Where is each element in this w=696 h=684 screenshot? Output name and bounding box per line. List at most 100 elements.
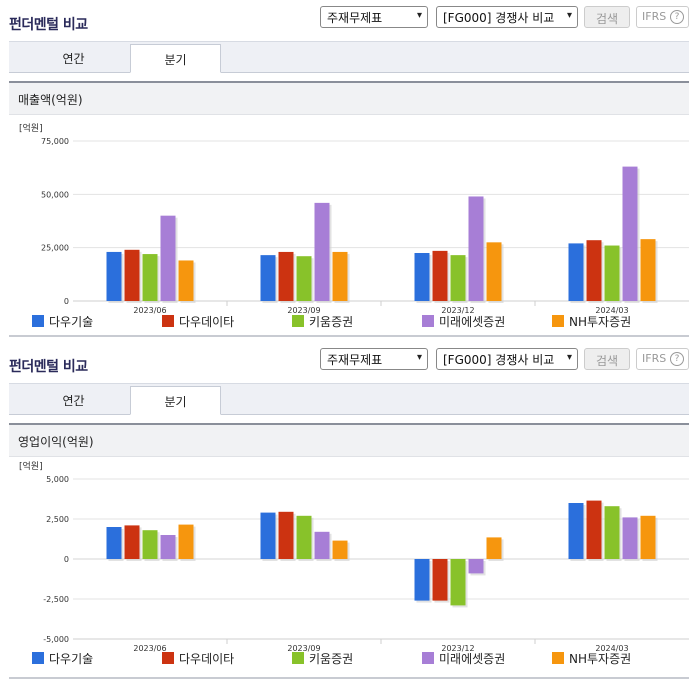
chevron-down-icon: ▾ (416, 352, 422, 363)
divider (9, 677, 689, 679)
bar (604, 506, 620, 559)
ifrs-button[interactable]: IFRS ? (636, 6, 689, 28)
help-icon[interactable]: ? (670, 10, 684, 24)
tab-annual[interactable]: 연간 (62, 52, 85, 66)
bar (106, 527, 122, 559)
x-tick-label: 2023/09 (287, 306, 320, 315)
chevron-down-icon: ▾ (566, 10, 572, 21)
bar (278, 251, 294, 301)
bar (332, 251, 348, 301)
bar (450, 559, 466, 606)
bar (586, 240, 602, 301)
legend-swatch (162, 315, 174, 327)
y-tick-label: 2,500 (46, 515, 69, 524)
legend-label: NH투자증권 (569, 315, 631, 329)
y-tick-label: -2,500 (43, 595, 69, 604)
compare-select[interactable]: [FG000] 경쟁사 비교 ▾ (436, 348, 578, 370)
y-tick-label: 5,000 (46, 475, 69, 484)
compare-select[interactable]: [FG000] 경쟁사 비교 ▾ (436, 6, 578, 28)
bar (296, 256, 312, 301)
x-tick-label: 2024/03 (595, 644, 628, 653)
y-tick-label: 0 (64, 555, 69, 564)
legend-swatch (422, 652, 434, 664)
bar (332, 540, 348, 559)
y-tick-label: 0 (64, 297, 69, 306)
bar (278, 511, 294, 559)
bar (468, 196, 484, 301)
bar (124, 525, 140, 559)
bar (260, 512, 276, 559)
legend-swatch (162, 652, 174, 664)
legend-label: 키움증권 (309, 315, 353, 329)
legend-swatch (32, 652, 44, 664)
chart-area: [억원] -5,000 -2,500 0 2,500 5,000 2023/06 2023/0… (9, 457, 689, 681)
legend-label: 미래에셋증권 (439, 652, 505, 666)
panel-title: 펀더멘털 비교 (9, 17, 88, 33)
legend-swatch (32, 315, 44, 327)
panel-header: 펀더멘털 비교 주재무제표 ▾ [FG000] 경쟁사 비교 ▾ 검색 IFRS… (0, 5, 696, 37)
bar (568, 243, 584, 301)
y-tick-label: -5,000 (43, 635, 69, 644)
legend-label: 다우기술 (49, 652, 93, 666)
y-tick-label: 25,000 (41, 244, 69, 253)
compare-select-value: [FG000] 경쟁사 비교 (443, 353, 555, 367)
chart-title: 영업이익(억원) (9, 425, 689, 457)
compare-select-value: [FG000] 경쟁사 비교 (443, 11, 555, 25)
tab-quarterly[interactable]: 분기 (130, 386, 221, 415)
revenue-chart: [억원] 0 25,000 50,000 75,000 2023/06 2023/09 202… (19, 122, 689, 329)
chart-container: 영업이익(억원) [억원] -5,000 -2,500 0 2,500 5,000 2023… (9, 423, 689, 681)
legend-swatch (422, 315, 434, 327)
bar (568, 503, 584, 559)
legend-swatch (552, 652, 564, 664)
search-button[interactable]: 검색 (584, 348, 630, 370)
bar (414, 559, 430, 601)
bar (142, 530, 158, 559)
chevron-down-icon: ▾ (416, 10, 422, 21)
statement-select[interactable]: 주재무제표 ▾ (320, 348, 428, 370)
legend-swatch (292, 652, 304, 664)
y-unit-label: [억원] (19, 460, 43, 472)
bar (296, 515, 312, 559)
bar (160, 215, 176, 301)
bar (414, 253, 430, 301)
bar (450, 255, 466, 301)
x-tick-label: 2023/12 (441, 644, 474, 653)
panel-header: 펀더멘털 비교 주재무제표 ▾ [FG000] 경쟁사 비교 ▾ 검색 IFRS… (0, 347, 696, 379)
bar (260, 255, 276, 301)
legend-label: 키움증권 (309, 652, 353, 666)
chart-title: 매출액(억원) (9, 83, 689, 115)
bar (622, 517, 638, 559)
period-tabs: 연간 분기 (9, 41, 689, 73)
bar (640, 515, 656, 559)
x-tick-label: 2023/06 (133, 306, 166, 315)
bar (142, 254, 158, 301)
x-tick-label: 2023/09 (287, 644, 320, 653)
statement-select[interactable]: 주재무제표 ▾ (320, 6, 428, 28)
bar (314, 531, 330, 559)
help-icon[interactable]: ? (670, 352, 684, 366)
panel-revenue: 펀더멘털 비교 주재무제표 ▾ [FG000] 경쟁사 비교 ▾ 검색 IFRS… (0, 5, 696, 345)
bar (486, 242, 502, 301)
bar (432, 559, 448, 601)
operating-income-chart: [억원] -5,000 -2,500 0 2,500 5,000 2023/06 2023/0… (19, 460, 689, 666)
chart-container: 매출액(억원) [억원] 0 25,000 50,000 75,000 2023/06 20… (9, 81, 689, 339)
ifrs-button[interactable]: IFRS ? (636, 348, 689, 370)
statement-select-value: 주재무제표 (327, 11, 383, 25)
y-unit-label: [억원] (19, 122, 43, 134)
y-tick-label: 50,000 (41, 190, 69, 199)
bar (314, 202, 330, 301)
legend-label: 미래에셋증권 (439, 315, 505, 329)
bar (640, 239, 656, 301)
ifrs-label: IFRS (642, 352, 667, 365)
tab-quarterly[interactable]: 분기 (130, 44, 221, 73)
tab-annual[interactable]: 연간 (62, 394, 85, 408)
x-tick-label: 2023/06 (133, 644, 166, 653)
bar (178, 524, 194, 559)
legend-swatch (292, 315, 304, 327)
bar (178, 260, 194, 301)
search-button[interactable]: 검색 (584, 6, 630, 28)
bar (468, 559, 484, 574)
legend-label: 다우기술 (49, 315, 93, 329)
bar (486, 537, 502, 559)
bar (160, 535, 176, 559)
